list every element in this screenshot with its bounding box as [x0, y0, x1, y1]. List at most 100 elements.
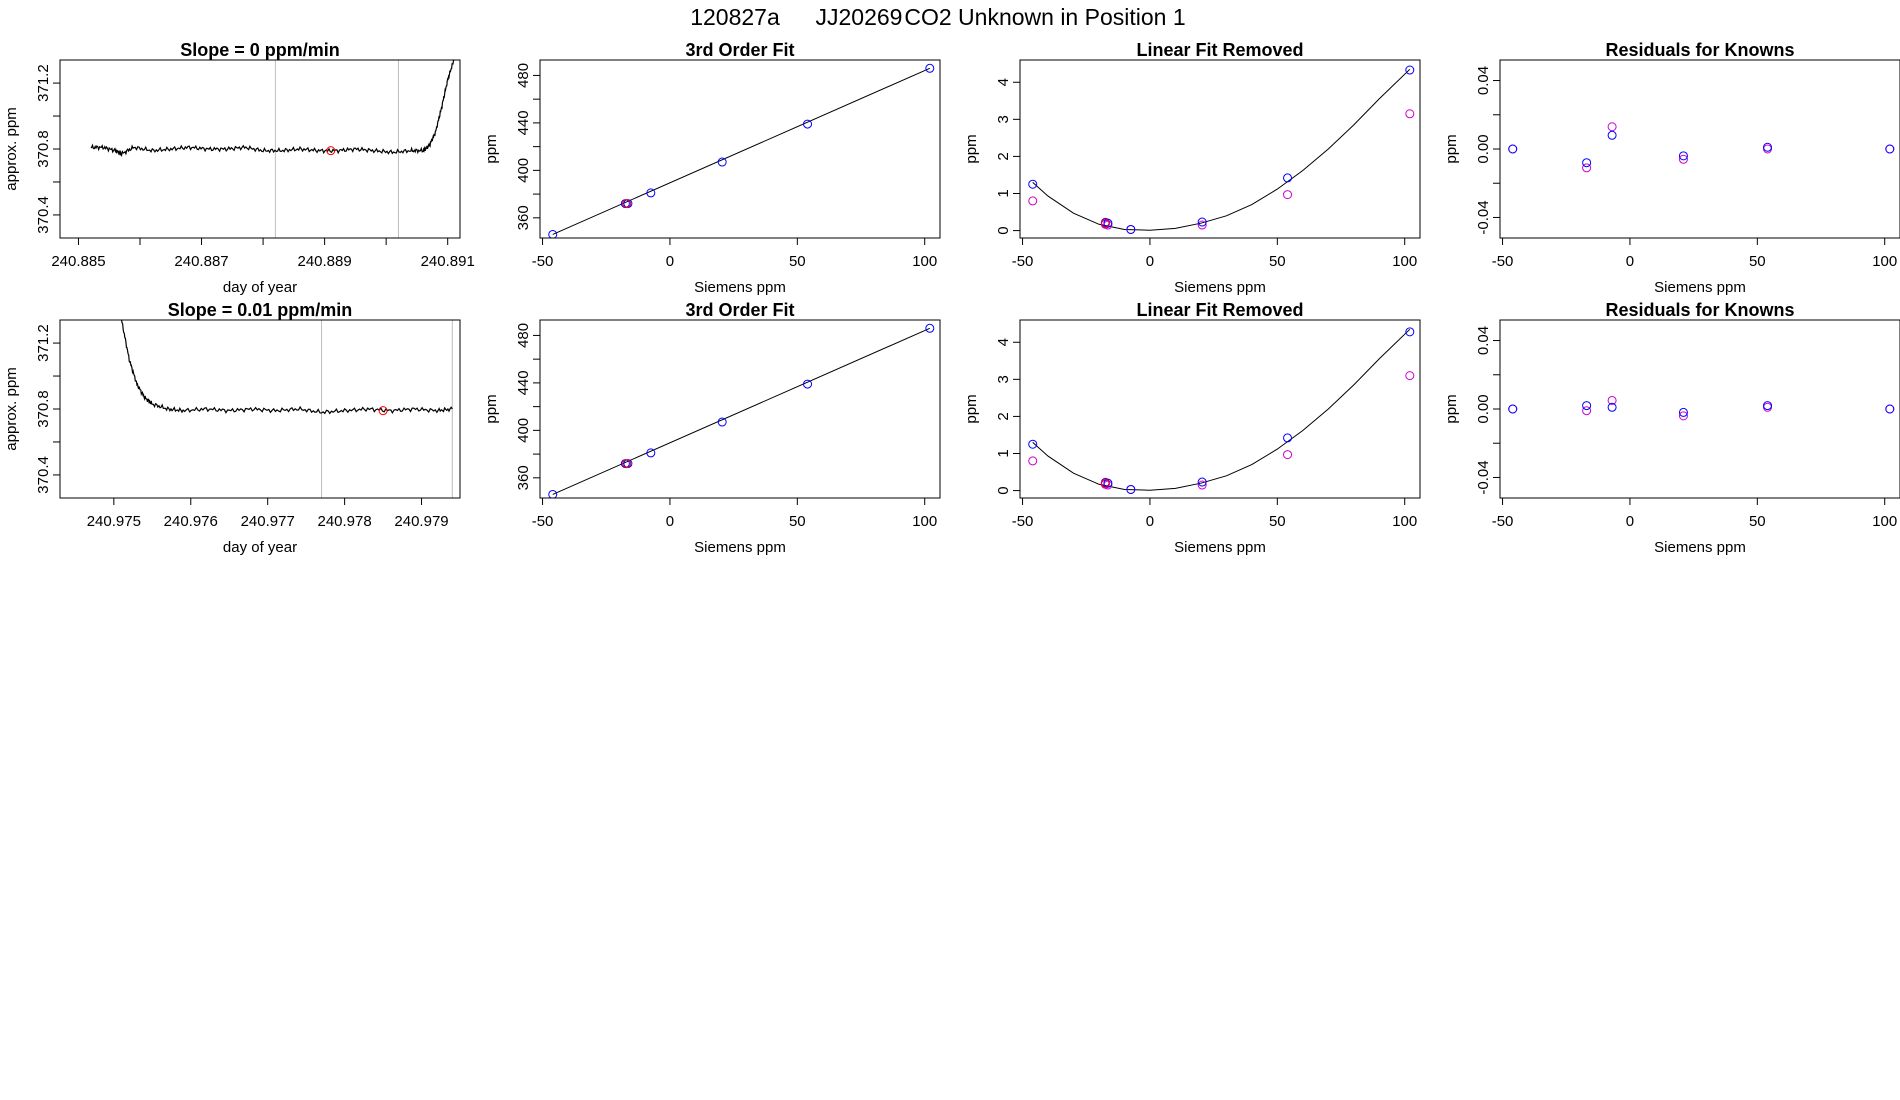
series-line — [120, 320, 453, 415]
panel-title: Slope = 0 ppm/min — [180, 40, 340, 60]
y-axis-label: approx. ppm — [3, 367, 20, 450]
known-point — [1126, 484, 1136, 494]
known-point — [1197, 217, 1207, 227]
y-tick-label: 0.04 — [1475, 66, 1492, 95]
x-axis-label: Siemens ppm — [1654, 539, 1746, 556]
y-axis-label: ppm — [483, 394, 500, 423]
figure-title: 120827a JJ20269 CO2 Unknown in Position … — [690, 4, 1185, 30]
fit-curve — [1032, 328, 1411, 491]
residual-point — [1405, 109, 1415, 119]
x-tick-label: 240.979 — [394, 513, 448, 530]
residual-point — [1763, 402, 1773, 412]
residual-point — [1197, 480, 1207, 490]
plot-frame — [59, 59, 461, 239]
plot-area — [1508, 395, 1895, 421]
x-axis-label: Siemens ppm — [694, 279, 786, 296]
known-point — [1582, 401, 1592, 411]
known-point — [1885, 404, 1895, 414]
x-tick-label: -50 — [532, 253, 554, 270]
unknown-marker-point — [1100, 218, 1110, 228]
x-tick-label: 0 — [1146, 253, 1154, 270]
panel-1: Slope = 0 ppm/min day of year approx. ppm 2… — [3, 40, 475, 296]
y-tick-label: 370.4 — [35, 196, 52, 234]
x-tick-label: 100 — [1872, 513, 1897, 530]
y-tick-label: 0.04 — [1475, 326, 1492, 355]
x-tick-label: -50 — [1492, 253, 1514, 270]
plot-frame — [59, 319, 461, 499]
residual-point — [1763, 144, 1773, 154]
x-tick-label: 0 — [666, 513, 674, 530]
y-axis-label: ppm — [483, 134, 500, 163]
x-tick-label: 0 — [1626, 253, 1634, 270]
fit-line — [552, 327, 931, 495]
y-tick-label: 370.4 — [35, 456, 52, 494]
known-point — [1405, 327, 1415, 337]
residual-point — [1283, 190, 1293, 200]
x-tick-label: 100 — [912, 253, 937, 270]
y-tick-label: 1 — [995, 449, 1012, 457]
residual-point — [1283, 450, 1293, 460]
known-point — [1508, 144, 1518, 154]
y-tick-label: 0.00 — [1475, 134, 1492, 163]
x-tick-label: 0 — [1626, 513, 1634, 530]
known-point — [803, 119, 813, 129]
residual-point — [1197, 220, 1207, 230]
plot-area — [1508, 122, 1895, 173]
panel-5: Slope = 0.01 ppm/min day of year approx. p… — [3, 300, 461, 556]
y-tick-label: 370.8 — [35, 130, 52, 168]
panel-title: Residuals for Knowns — [1605, 40, 1794, 60]
x-tick-label: 240.887 — [174, 253, 228, 270]
y-tick-label: 440 — [515, 370, 532, 395]
panel-4: Residuals for Knowns Siemens ppm ppm -50 0 50… — [1443, 40, 1900, 296]
unknown-marker-point — [378, 406, 388, 416]
known-point — [1885, 144, 1895, 154]
residual-point — [1582, 163, 1592, 173]
residual-point — [1405, 371, 1415, 381]
x-axis-label: day of year — [223, 279, 297, 296]
y-tick-label: 3 — [995, 375, 1012, 383]
y-tick-label: 0 — [995, 226, 1012, 234]
x-tick-label: -50 — [532, 513, 554, 530]
plot-frame — [539, 319, 941, 499]
y-tick-label: 2 — [995, 152, 1012, 160]
y-tick-label: 371.2 — [35, 324, 52, 362]
known-point — [1028, 179, 1038, 189]
x-axis-label: Siemens ppm — [1174, 279, 1266, 296]
x-tick-label: 240.885 — [51, 253, 105, 270]
panel-title: Linear Fit Removed — [1136, 300, 1303, 320]
known-point — [717, 417, 727, 427]
y-tick-label: 480 — [515, 323, 532, 348]
residual-point — [1028, 196, 1038, 206]
y-tick-label: -0.04 — [1475, 200, 1492, 234]
known-point — [646, 448, 656, 458]
y-tick-label: 440 — [515, 110, 532, 135]
known-point — [717, 157, 727, 167]
series-line — [90, 60, 455, 158]
residual-point — [1678, 154, 1688, 164]
residual-point — [1678, 411, 1688, 421]
panel-8: Residuals for Knowns Siemens ppm ppm -50 0 50… — [1443, 300, 1900, 556]
panel-6: 3rd Order Fit Siemens ppm ppm -50 0 50 100 360 4… — [483, 300, 941, 556]
panel-2: 3rd Order Fit Siemens ppm ppm -50 0 50 100 360 4… — [483, 40, 941, 296]
y-tick-label: 371.2 — [35, 64, 52, 102]
panel-title: Slope = 0.01 ppm/min — [168, 300, 353, 320]
plot-area — [1028, 65, 1415, 234]
plot-area — [548, 323, 935, 498]
y-tick-label: -0.04 — [1475, 460, 1492, 494]
y-axis-label: ppm — [1443, 394, 1460, 423]
y-tick-label: 0.00 — [1475, 394, 1492, 423]
x-tick-label: 50 — [1749, 513, 1766, 530]
known-point — [1508, 404, 1518, 414]
y-tick-label: 480 — [515, 63, 532, 88]
panel-title: 3rd Order Fit — [685, 40, 794, 60]
plot-area — [548, 63, 935, 238]
residual-point — [1607, 122, 1617, 132]
y-tick-label: 360 — [515, 205, 532, 230]
x-tick-label: 50 — [789, 253, 806, 270]
known-point — [548, 489, 558, 498]
figure-title-tank-id: JJ20269 — [816, 4, 903, 30]
y-tick-label: 370.8 — [35, 390, 52, 428]
x-tick-label: 240.978 — [317, 513, 371, 530]
